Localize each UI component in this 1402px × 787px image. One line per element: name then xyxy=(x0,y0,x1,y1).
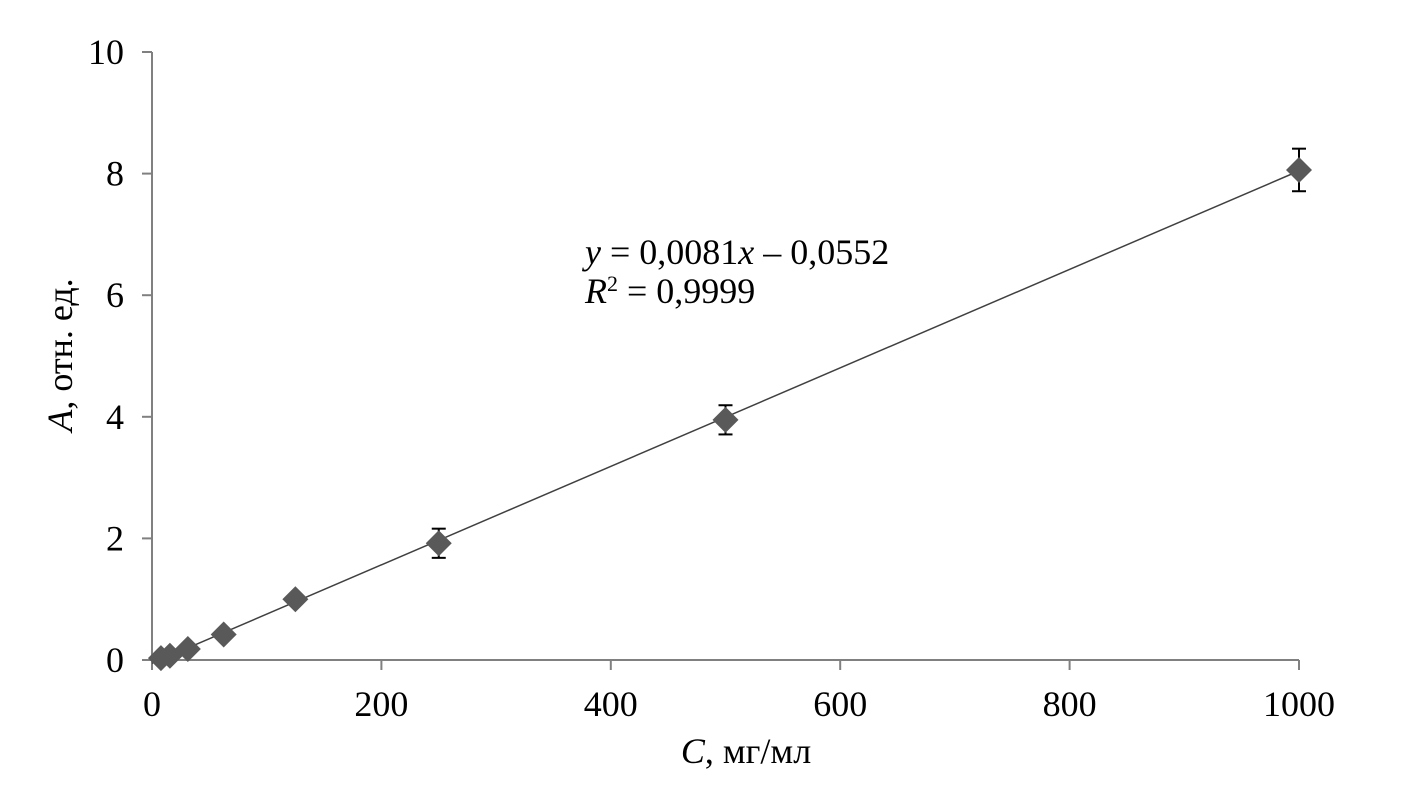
data-points xyxy=(147,147,1312,672)
x-tick-label: 800 xyxy=(1043,684,1097,724)
x-axis-title: C, мг/мл xyxy=(681,731,811,771)
x-tick-label: 600 xyxy=(813,684,867,724)
data-point xyxy=(282,586,309,613)
tick-labels: 0 200 400 600 800 1000 0 2 4 6 8 10 xyxy=(88,32,1335,724)
y-tick-label: 2 xyxy=(106,518,124,558)
x-tick-label: 0 xyxy=(143,684,161,724)
data-point xyxy=(174,636,201,663)
y-axis-title: A, отн. ед. xyxy=(40,278,80,433)
axes xyxy=(142,51,1300,670)
regression-equation: y = 0,0081x – 0,0552 xyxy=(582,232,889,272)
x-tick-label: 200 xyxy=(354,684,408,724)
y-tick-label: 6 xyxy=(106,275,124,315)
y-tick-label: 10 xyxy=(88,32,124,72)
r-squared: R2 = 0,9999 xyxy=(584,271,755,311)
data-point xyxy=(712,406,739,433)
x-tick-label: 400 xyxy=(584,684,638,724)
y-tick-label: 4 xyxy=(106,397,124,437)
data-point xyxy=(210,621,237,648)
y-tick-label: 8 xyxy=(106,154,124,194)
x-tick-label: 1000 xyxy=(1263,684,1335,724)
y-tick-label: 0 xyxy=(106,640,124,680)
data-point xyxy=(425,530,452,557)
data-point xyxy=(1286,156,1312,183)
